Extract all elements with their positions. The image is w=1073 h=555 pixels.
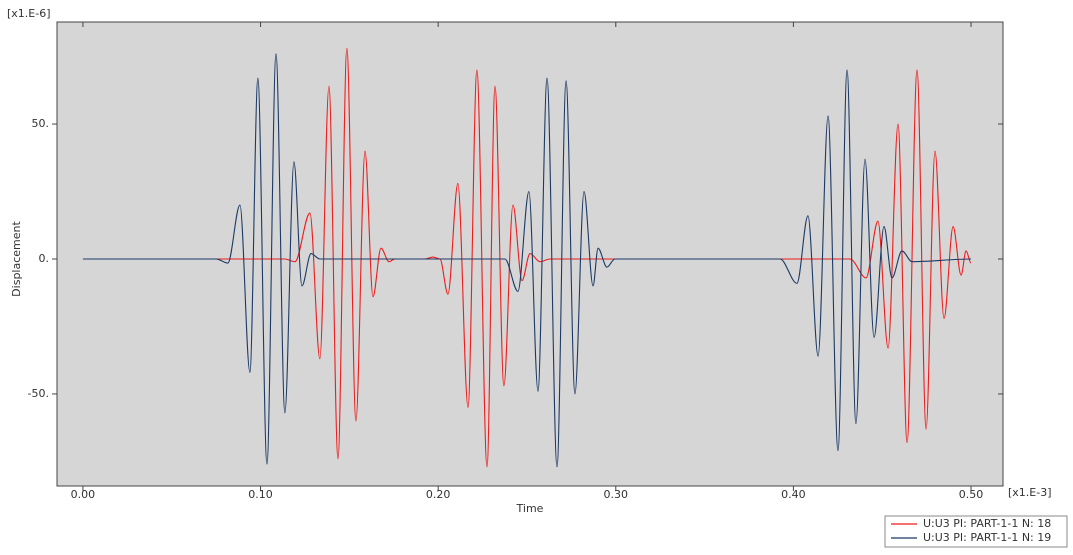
x-tick-label: 0.50 — [959, 488, 984, 501]
x-tick-label: 0.10 — [248, 488, 273, 501]
legend-label: U:U3 PI: PART-1-1 N: 18 — [923, 517, 1051, 530]
x-tick-label: 0.00 — [71, 488, 96, 501]
x-tick-label: 0.30 — [604, 488, 629, 501]
y-tick-label: 50. — [32, 117, 50, 130]
legend-label: U:U3 PI: PART-1-1 N: 19 — [923, 531, 1051, 544]
legend-box — [884, 515, 1068, 548]
x-tick-label: 0.40 — [781, 488, 806, 501]
x-tick-label: 0.20 — [426, 488, 451, 501]
y-axis-label: Displacement — [10, 221, 23, 297]
y-tick-label: -50. — [28, 387, 49, 400]
x-unit: [x1.E-3] — [1008, 486, 1052, 499]
series-line — [82, 47, 972, 468]
x-axis-label: Time — [516, 502, 544, 515]
y-tick-label: 0. — [39, 252, 50, 265]
series-line — [82, 53, 972, 468]
y-unit: [x1.E-6] — [7, 7, 51, 20]
